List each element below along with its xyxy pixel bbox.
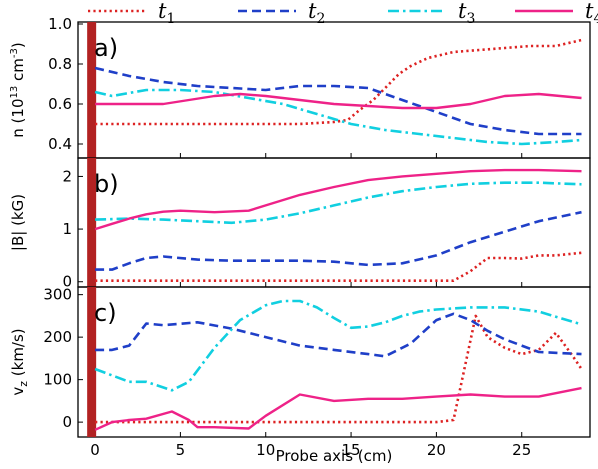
x-axis-label: Probe axis (cm) (276, 447, 393, 465)
x-tick-label: 20 (427, 441, 446, 459)
series-line-t2 (95, 210, 582, 271)
series-line-t3 (94, 299, 582, 392)
series-line-t4 (94, 168, 582, 231)
legend-entry-t1: t1 (88, 0, 175, 27)
y-tick-label: 0.4 (48, 135, 72, 153)
series-line-t1 (95, 314, 583, 424)
panel-b: 2 1 0 b) |B| (kG) (9, 157, 591, 291)
y-tick-label: 1.0 (48, 15, 72, 33)
legend-entry-t3: t3 (388, 0, 475, 27)
x-tick-labels: 0 5 10 15 20 25 (90, 441, 531, 459)
x-tick-label: 5 (176, 441, 186, 459)
x-tick-label: 15 (342, 441, 361, 459)
y-axis-label: |B| (kG) (9, 194, 27, 251)
series-line-t2 (94, 66, 582, 136)
panel-label: b) (94, 170, 119, 198)
y-tick-label: 2 (62, 167, 72, 185)
panel-frame (77, 157, 591, 288)
series-line-t3 (94, 88, 582, 146)
y-tick-label: 0.6 (48, 95, 72, 113)
panel-a: 1.0 0.8 0.6 0.4 a) n (1013​ cm-3​) (9, 15, 591, 159)
panel-frame (77, 21, 591, 159)
x-tick-label: 10 (256, 441, 275, 459)
legend: t1 t2 t3 t4 (88, 0, 598, 27)
y-tick-label: 0 (62, 413, 72, 431)
x-tick-label: 0 (90, 441, 100, 459)
series-line-t3 (95, 181, 582, 225)
legend-label: t4 (585, 0, 598, 27)
series-line-t1 (95, 38, 582, 126)
series-line-t2 (95, 312, 582, 358)
panel-frame (77, 286, 591, 438)
legend-entry-t2: t2 (238, 0, 325, 27)
panel-label: c) (94, 299, 117, 327)
panel-c: 300 200 100 0 c) vz (km/s) (9, 286, 591, 438)
legend-entry-t4: t4 (515, 0, 598, 27)
legend-label: t1 (158, 0, 175, 27)
y-tick-label: 0 (62, 273, 72, 291)
y-axis-label: vz (km/s) (9, 328, 30, 395)
panel-label: a) (94, 34, 118, 62)
x-tick-label: 25 (512, 441, 531, 459)
legend-label: t3 (458, 0, 475, 27)
y-tick-label: 100 (43, 371, 72, 389)
series-line-t4 (94, 386, 582, 431)
y-tick-label: 200 (43, 328, 72, 346)
y-tick-label: 0.8 (48, 55, 72, 73)
y-tick-label: 1 (62, 220, 72, 238)
y-tick-label: 300 (43, 286, 72, 304)
y-axis-label: n (1013​ cm-3​) (9, 42, 27, 137)
legend-label: t2 (308, 0, 325, 27)
series-line-t4 (95, 92, 582, 110)
